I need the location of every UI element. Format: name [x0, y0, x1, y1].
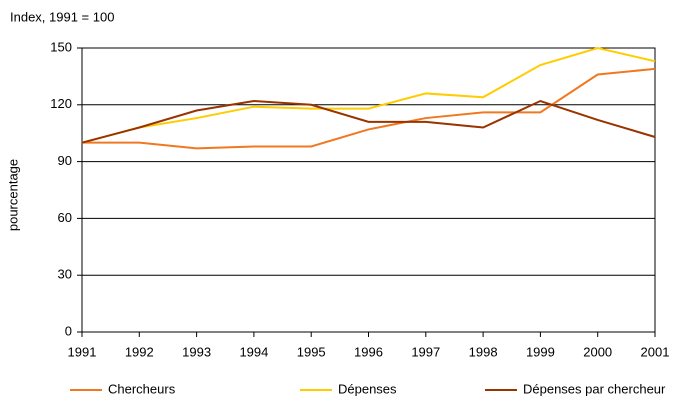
x-tick-label: 2001: [641, 344, 670, 359]
legend-label: Dépenses: [338, 381, 397, 396]
x-tick-label: 1998: [469, 344, 498, 359]
y-tick-label: 0: [65, 323, 72, 338]
x-tick-label: 2000: [583, 344, 612, 359]
x-tick-label: 1992: [125, 344, 154, 359]
y-tick-label: 150: [50, 39, 72, 54]
y-tick-label: 60: [58, 210, 72, 225]
x-tick-label: 1991: [68, 344, 97, 359]
x-tick-label: 1995: [297, 344, 326, 359]
x-tick-label: 1999: [526, 344, 555, 359]
chart-title: Index, 1991 = 100: [10, 9, 114, 24]
legend-label: Dépenses par chercheur: [523, 381, 666, 396]
x-tick-label: 1994: [239, 344, 268, 359]
x-tick-label: 1996: [354, 344, 383, 359]
x-tick-label: 1997: [411, 344, 440, 359]
plot-frame: [81, 47, 656, 333]
series-line: [81, 46, 656, 144]
y-tick-label: 120: [50, 96, 72, 111]
y-axis-label: pourcentage: [5, 159, 20, 231]
legend-label: Chercheurs: [108, 381, 176, 396]
series-line: [81, 99, 656, 144]
x-tick-label: 1993: [182, 344, 211, 359]
y-tick-label: 90: [58, 153, 72, 168]
y-tick-label: 30: [58, 267, 72, 282]
series-line: [82, 67, 656, 150]
